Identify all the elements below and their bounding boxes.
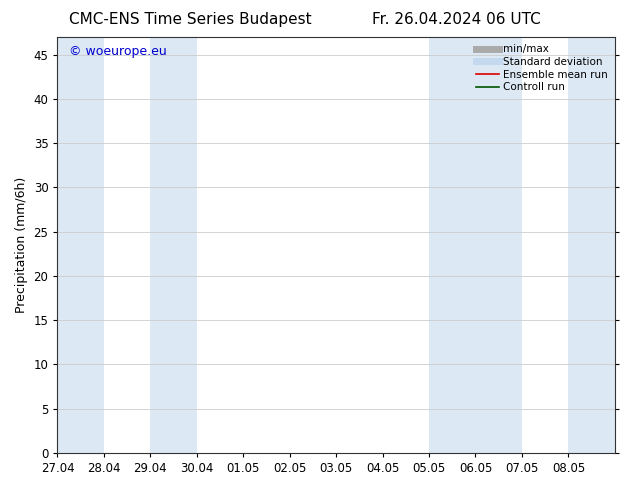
Bar xyxy=(58,37,104,453)
Bar xyxy=(150,37,197,453)
Text: © woeurope.eu: © woeurope.eu xyxy=(68,46,166,58)
Y-axis label: Precipitation (mm/6h): Precipitation (mm/6h) xyxy=(15,177,28,313)
Text: Fr. 26.04.2024 06 UTC: Fr. 26.04.2024 06 UTC xyxy=(372,12,541,27)
Legend: min/max, Standard deviation, Ensemble mean run, Controll run: min/max, Standard deviation, Ensemble me… xyxy=(474,42,610,94)
Bar xyxy=(429,37,476,453)
Bar xyxy=(476,37,522,453)
Bar xyxy=(569,37,615,453)
Text: CMC-ENS Time Series Budapest: CMC-ENS Time Series Budapest xyxy=(69,12,311,27)
